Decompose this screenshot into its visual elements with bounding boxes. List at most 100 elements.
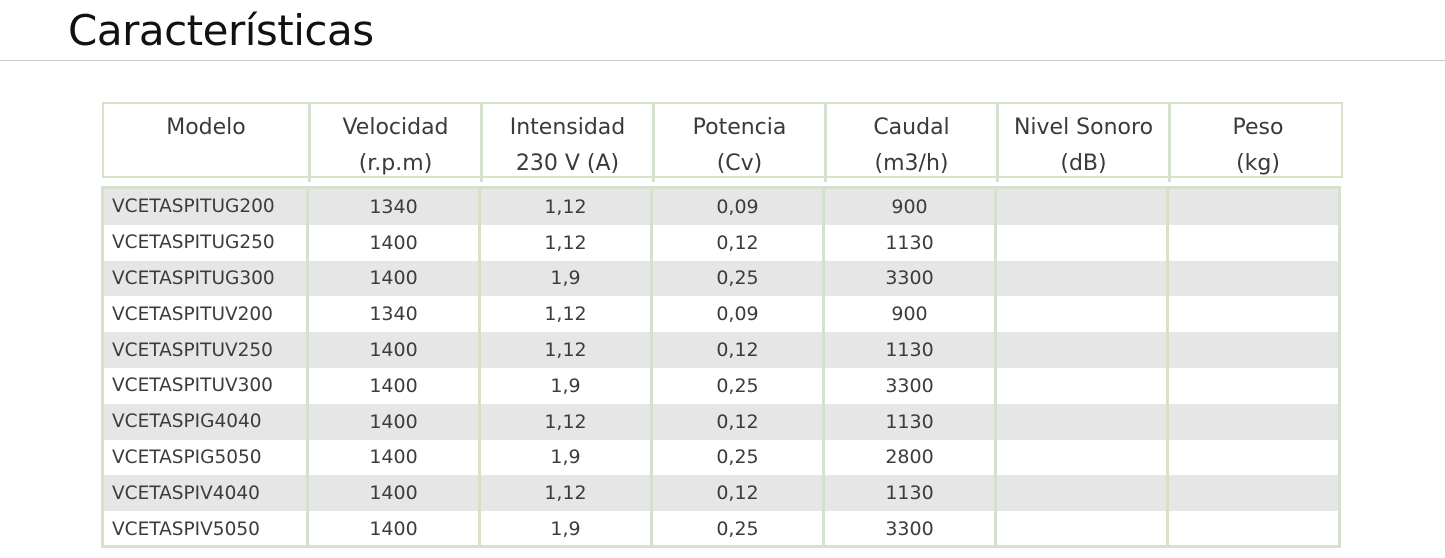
cell-velocidad: 1400: [309, 511, 481, 545]
header-sublabel: (dB): [1060, 151, 1107, 176]
header-sublabel: (kg): [1236, 151, 1280, 176]
cell-velocidad: 1400: [309, 403, 481, 440]
cell-velocidad: 1400: [309, 367, 481, 404]
page-title: Características: [68, 6, 374, 55]
cell-nivel-sonoro: [997, 224, 1169, 261]
cell-peso: [1169, 332, 1338, 368]
cell-modelo: VCETASPITUG300: [104, 260, 309, 297]
cell-peso: [1169, 404, 1338, 440]
cell-peso: [1169, 261, 1338, 297]
cell-intensidad: 1,12: [481, 332, 653, 368]
cell-nivel-sonoro: [997, 439, 1169, 476]
cell-nivel-sonoro: [997, 332, 1169, 368]
header-label: Modelo: [166, 115, 246, 140]
header-sublabel: 230 V (A): [515, 151, 620, 176]
cell-peso: [1169, 511, 1338, 545]
cell-caudal: 2800: [825, 439, 997, 476]
cell-potencia: 0,12: [653, 403, 825, 440]
cell-intensidad: 1,9: [481, 439, 653, 476]
cell-potencia: 0,09: [653, 189, 825, 225]
header-label: Peso: [1232, 115, 1284, 140]
cell-potencia: 0,12: [653, 475, 825, 512]
cell-potencia: 0,12: [653, 224, 825, 261]
cell-nivel-sonoro: [997, 189, 1169, 225]
cell-velocidad: 1340: [309, 189, 481, 225]
cell-velocidad: 1400: [309, 224, 481, 261]
cell-intensidad: 1,9: [481, 367, 653, 404]
cell-peso: [1169, 189, 1338, 225]
cell-caudal: 900: [825, 189, 997, 225]
header-intensidad: Intensidad 230 V (A): [483, 104, 655, 182]
cell-modelo: VCETASPIV4040: [104, 475, 309, 512]
table-row: VCETASPITUV250 1400 1,12 0,12 1130: [104, 332, 1338, 368]
header-label: Caudal: [873, 115, 950, 140]
table-row: VCETASPIV4040 1400 1,12 0,12 1130: [104, 475, 1338, 512]
cell-nivel-sonoro: [997, 296, 1169, 333]
table-row: VCETASPITUV200 1340 1,12 0,09 900: [104, 296, 1338, 333]
cell-velocidad: 1400: [309, 260, 481, 297]
title-divider: [0, 60, 1445, 61]
table-header: Modelo Velocidad (r.p.m) Intensidad 230 …: [102, 102, 1343, 182]
cell-nivel-sonoro: [997, 403, 1169, 440]
cell-modelo: VCETASPIG5050: [104, 439, 309, 476]
cell-peso: [1169, 368, 1338, 404]
header-sublabel: (r.p.m): [358, 151, 433, 176]
cell-modelo: VCETASPITUV200: [104, 296, 309, 333]
cell-nivel-sonoro: [997, 367, 1169, 404]
cell-velocidad: 1400: [309, 332, 481, 368]
cell-modelo: VCETASPIG4040: [104, 403, 309, 440]
header-nivel-sonoro: Nivel Sonoro (dB): [999, 104, 1171, 182]
cell-nivel-sonoro: [997, 475, 1169, 512]
cell-caudal: 1130: [825, 475, 997, 512]
cell-caudal: 900: [825, 296, 997, 333]
cell-modelo: VCETASPIV5050: [104, 511, 309, 545]
cell-nivel-sonoro: [997, 260, 1169, 297]
cell-intensidad: 1,12: [481, 189, 653, 225]
table-row: VCETASPIG4040 1400 1,12 0,12 1130: [104, 403, 1338, 440]
cell-peso: [1169, 440, 1338, 476]
table-row: VCETASPIV5050 1400 1,9 0,25 3300: [104, 511, 1338, 545]
table-row: VCETASPIG5050 1400 1,9 0,25 2800: [104, 439, 1338, 476]
cell-caudal: 3300: [825, 511, 997, 545]
cell-peso: [1169, 296, 1338, 332]
cell-caudal: 3300: [825, 260, 997, 297]
cell-potencia: 0,25: [653, 367, 825, 404]
header-label: Nivel Sonoro: [1013, 115, 1154, 140]
cell-intensidad: 1,12: [481, 475, 653, 512]
cell-intensidad: 1,9: [481, 511, 653, 545]
cell-velocidad: 1400: [309, 475, 481, 512]
cell-nivel-sonoro: [997, 511, 1169, 545]
cell-caudal: 1130: [825, 332, 997, 368]
cell-peso: [1169, 475, 1338, 511]
header-caudal: Caudal (m3/h): [827, 104, 999, 182]
header-modelo: Modelo: [104, 104, 311, 182]
cell-velocidad: 1340: [309, 296, 481, 333]
cell-intensidad: 1,9: [481, 260, 653, 297]
table-row: VCETASPITUG200 1340 1,12 0,09 900: [104, 189, 1338, 225]
cell-intensidad: 1,12: [481, 403, 653, 440]
cell-caudal: 1130: [825, 403, 997, 440]
cell-caudal: 1130: [825, 224, 997, 261]
header-sublabel: (Cv): [716, 151, 763, 176]
table-row: VCETASPITUG250 1400 1,12 0,12 1130: [104, 224, 1338, 261]
cell-caudal: 3300: [825, 367, 997, 404]
table-body: VCETASPITUG200 1340 1,12 0,09 900 VCETASPITUG…: [101, 186, 1341, 548]
table-row: VCETASPITUG300 1400 1,9 0,25 3300: [104, 260, 1338, 297]
header-potencia: Potencia (Cv): [655, 104, 827, 182]
cell-potencia: 0,25: [653, 439, 825, 476]
table-row: VCETASPITUV300 1400 1,9 0,25 3300: [104, 367, 1338, 404]
header-label: Potencia: [692, 115, 787, 140]
header-sublabel: (m3/h): [874, 151, 949, 176]
cell-velocidad: 1400: [309, 439, 481, 476]
cell-potencia: 0,25: [653, 260, 825, 297]
cell-potencia: 0,09: [653, 296, 825, 333]
cell-modelo: VCETASPITUV250: [104, 332, 309, 368]
header-peso: Peso (kg): [1171, 104, 1345, 182]
header-velocidad: Velocidad (r.p.m): [311, 104, 483, 182]
header-label: Velocidad: [342, 115, 449, 140]
cell-modelo: VCETASPITUG250: [104, 224, 309, 261]
header-label: Intensidad: [509, 115, 626, 140]
cell-modelo: VCETASPITUG200: [104, 189, 309, 225]
cell-intensidad: 1,12: [481, 224, 653, 261]
cell-potencia: 0,25: [653, 511, 825, 545]
